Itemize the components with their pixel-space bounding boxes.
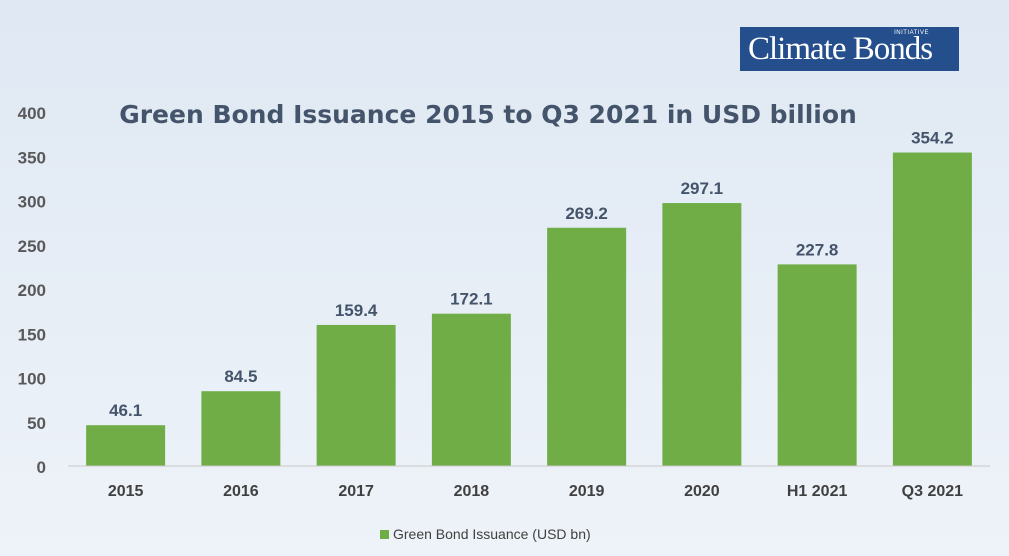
legend-label: Green Bond Issuance (USD bn) (393, 526, 591, 542)
data-label: 84.5 (224, 367, 257, 386)
bar (201, 391, 281, 466)
y-tick-label: 250 (18, 237, 46, 256)
x-tick-label: Q3 2021 (902, 483, 963, 500)
data-label: 354.2 (911, 129, 954, 148)
y-tick-label: 400 (18, 104, 46, 123)
y-tick-label: 100 (18, 370, 46, 389)
legend-swatch (380, 530, 389, 539)
logo-text: Climate Bonds (748, 31, 933, 67)
logo-superscript: INITIATIVE (894, 30, 929, 36)
data-label: 297.1 (681, 179, 724, 198)
bar (547, 227, 627, 466)
y-tick-label: 50 (27, 414, 46, 433)
x-tick-label: 2016 (223, 483, 259, 500)
y-tick-label: 300 (18, 193, 46, 212)
y-tick-label: 200 (18, 281, 46, 300)
x-tick-label: 2019 (569, 483, 605, 500)
bar (431, 313, 511, 466)
chart-title: Green Bond Issuance 2015 to Q3 2021 in U… (119, 100, 857, 129)
x-tick-label: 2017 (338, 483, 374, 500)
bar (86, 425, 166, 466)
climate-bonds-logo: Climate Bonds INITIATIVE (740, 27, 959, 71)
x-tick-label: H1 2021 (787, 483, 848, 500)
x-tick-label: 2018 (454, 483, 490, 500)
data-label: 172.1 (450, 290, 493, 309)
data-label: 227.8 (796, 240, 839, 259)
bar (662, 203, 742, 466)
bar (892, 152, 972, 466)
y-tick-label: 350 (18, 148, 46, 167)
bar (316, 324, 396, 466)
bar (777, 264, 857, 466)
y-tick-label: 0 (37, 458, 46, 477)
y-tick-label: 150 (18, 325, 46, 344)
data-label: 46.1 (109, 401, 142, 420)
x-tick-label: 2020 (684, 483, 720, 500)
x-tick-label: 2015 (108, 483, 144, 500)
data-label: 269.2 (565, 204, 608, 223)
data-label: 159.4 (335, 301, 378, 320)
